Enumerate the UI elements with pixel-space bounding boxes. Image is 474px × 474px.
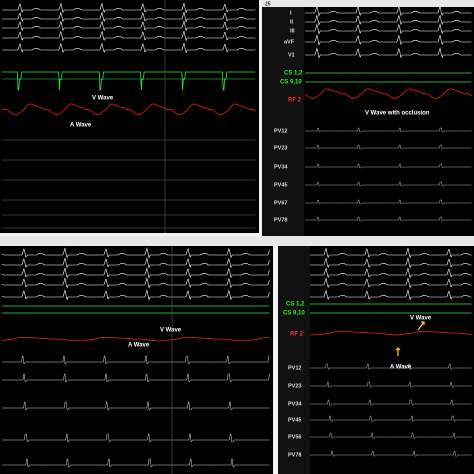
ecg-trace (305, 47, 472, 59)
ecg-trace (1, 277, 270, 289)
annotation: V Wave (92, 96, 114, 102)
pressure-trace (310, 330, 472, 336)
pv-trace (310, 399, 472, 406)
annotation: V Wave (160, 328, 182, 334)
panel-top-left (0, 0, 259, 233)
label-column (262, 7, 304, 236)
pv-label: PV45 (288, 417, 301, 423)
pv-label: PV23 (274, 145, 287, 151)
annotation: A Wave (128, 343, 150, 349)
rf-label: RF 2 (290, 332, 304, 338)
annotation: V Wave with occlusion (365, 111, 430, 117)
header: 25 (265, 1, 271, 7)
pv-trace (305, 144, 472, 150)
pv-trace (2, 373, 270, 383)
ecg-trace (1, 247, 270, 259)
ecg-trace (2, 11, 256, 23)
pv-trace (305, 181, 472, 187)
pv-trace (310, 432, 472, 439)
cs-trace (2, 71, 256, 91)
ecg-trace (305, 14, 472, 26)
annotation: A Wave (70, 123, 92, 129)
panel-toolbar (0, 236, 474, 246)
lead-label: III (290, 28, 295, 34)
pv-label: PV78 (288, 452, 301, 458)
arrow (417, 321, 425, 331)
pressure-trace (304, 88, 472, 99)
pv-trace (310, 415, 472, 422)
panel-toolbar (262, 0, 474, 7)
arrow (395, 347, 401, 356)
pv-label: PV78 (274, 217, 287, 223)
cs-label: CS 1,2 (286, 302, 305, 308)
cs-label: CS 9,10 (283, 311, 305, 317)
ecg-trace (310, 277, 472, 289)
cs-label: CS 1,2 (284, 71, 303, 77)
pv-trace (2, 458, 270, 468)
ecg-trace (310, 257, 472, 269)
rf-label: RF 2 (288, 98, 302, 104)
pv-trace (310, 381, 472, 388)
pv-trace (305, 127, 472, 133)
pv-label: PV12 (288, 365, 301, 371)
ecg-trace (2, 30, 256, 42)
panel-bottom-right (278, 246, 474, 474)
pv-trace (2, 401, 270, 411)
pv-label: PV12 (274, 128, 287, 134)
pv-trace (2, 433, 270, 443)
ecg-trace (305, 34, 472, 46)
pressure-trace (1, 103, 256, 116)
lead-label: V1 (288, 52, 295, 58)
annotation: V Wave (410, 316, 432, 322)
ecg-trace (310, 289, 472, 301)
pv-label: PV34 (288, 401, 302, 407)
lead-label: II (290, 19, 294, 25)
pv-label: PV56 (288, 434, 301, 440)
ecg-trace (2, 20, 256, 32)
ecg-trace (1, 289, 270, 301)
ecg-trace (1, 257, 270, 269)
ecg-trace (305, 23, 472, 35)
label-column (278, 246, 310, 474)
lead-label: aVF (284, 39, 295, 45)
cs-label: CS 9,10 (280, 80, 302, 86)
ecg-trace (305, 5, 472, 17)
ecg-trace (1, 267, 270, 279)
ecg-trace (310, 267, 472, 279)
pv-label: PV23 (288, 383, 301, 389)
pv-label: PV34 (274, 164, 288, 170)
pressure-trace (1, 336, 270, 342)
ecg-trace (310, 247, 472, 259)
pv-trace (2, 355, 270, 365)
lead-label: I (290, 10, 292, 16)
pv-trace (310, 363, 472, 370)
pv-trace (305, 199, 472, 205)
annotation: A Wave (390, 365, 412, 371)
pv-label: PV45 (274, 182, 287, 188)
pv-trace (310, 450, 472, 457)
pv-trace (305, 216, 472, 222)
pv-label: PV67 (274, 200, 287, 206)
ecg-trace (2, 42, 256, 54)
ecg-trace (2, 2, 256, 14)
pv-trace (305, 163, 472, 169)
